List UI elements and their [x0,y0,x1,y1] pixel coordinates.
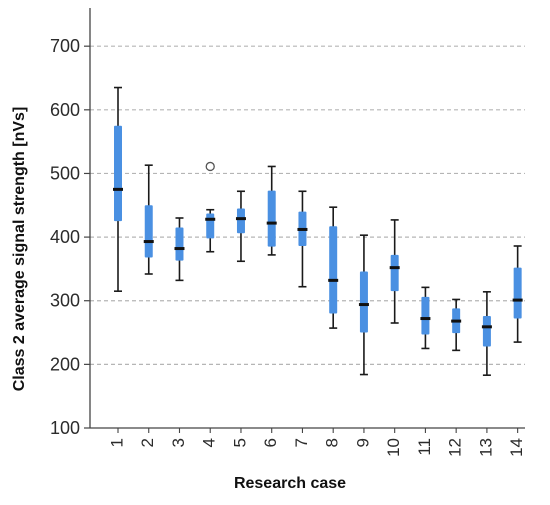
box-6 [267,190,276,247]
y-tick-label: 300 [50,291,80,311]
x-tick-label: 2 [138,438,157,447]
box-5 [236,208,245,234]
y-tick-label: 700 [50,36,80,56]
box-13 [482,316,491,347]
box-2 [144,205,153,258]
y-tick-label: 100 [50,418,80,438]
gridlines [90,45,525,365]
y-axis-label: Class 2 average signal strength [nVs] [11,107,28,392]
x-tick-label: 12 [446,438,465,457]
box-11 [421,296,430,335]
box-9 [359,271,368,333]
outlier-4 [205,161,215,172]
axes [84,8,525,433]
x-tick-label: 13 [476,438,495,457]
x-tick-label: 1 [107,438,126,447]
x-axis-label: Research case [234,475,346,492]
x-tick-label: 7 [292,438,311,447]
x-tick-label: 8 [323,438,342,447]
box-8 [329,226,338,314]
x-tick-label: 6 [261,438,280,447]
x-tick-label: 4 [200,438,219,447]
x-tick-label: 10 [384,438,403,457]
box-4 [206,213,215,239]
x-tick-label: 3 [169,438,188,447]
y-tick-label: 600 [50,100,80,120]
y-tick-label: 400 [50,227,80,247]
x-tick-label: 9 [353,438,372,447]
x-tick-label: 11 [415,438,434,456]
y-tick-label: 500 [50,163,80,183]
x-tick-label: 14 [507,438,526,457]
y-tick-label: 200 [50,354,80,374]
boxes [113,86,523,376]
x-tick-label: 5 [230,438,249,447]
box-1 [114,125,122,222]
box-3 [175,227,184,261]
box-14 [513,267,522,319]
box-10 [390,254,399,292]
